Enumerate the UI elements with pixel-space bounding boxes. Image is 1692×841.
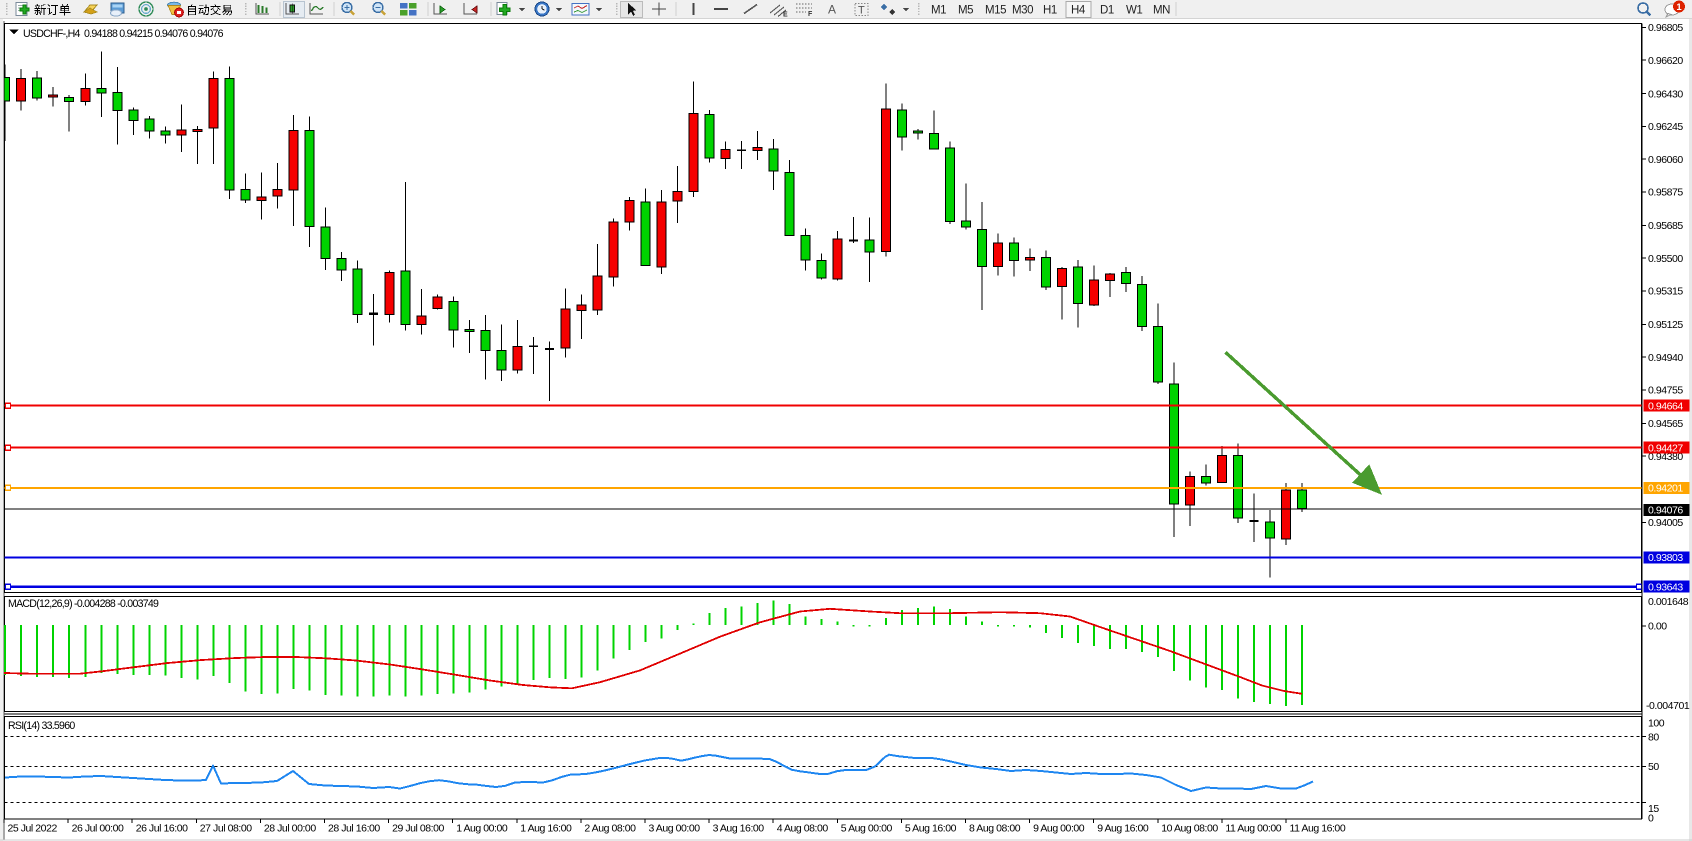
svg-text:M30: M30 <box>1012 5 1033 17</box>
svg-text:0.94427: 0.94427 <box>1648 442 1683 454</box>
svg-text:10 Aug 08:00: 10 Aug 08:00 <box>1161 823 1218 835</box>
svg-text:27 Jul 08:00: 27 Jul 08:00 <box>200 823 252 835</box>
svg-text:26 Jul 00:00: 26 Jul 00:00 <box>72 823 124 835</box>
svg-text:5 Aug 00:00: 5 Aug 00:00 <box>841 823 893 835</box>
svg-text:25 Jul 2022: 25 Jul 2022 <box>8 823 58 835</box>
svg-text:3 Aug 00:00: 3 Aug 00:00 <box>649 823 701 835</box>
svg-text:50: 50 <box>1648 761 1659 773</box>
svg-text:M1: M1 <box>931 5 946 17</box>
svg-text:0.001648: 0.001648 <box>1648 596 1689 608</box>
svg-text:0: 0 <box>1648 812 1654 824</box>
svg-text:0.95315: 0.95315 <box>1648 286 1683 298</box>
svg-text:1: 1 <box>1676 2 1682 13</box>
svg-text:28 Jul 16:00: 28 Jul 16:00 <box>328 823 380 835</box>
svg-text:F: F <box>808 11 813 18</box>
svg-text:0.96430: 0.96430 <box>1648 88 1683 100</box>
svg-text:D1: D1 <box>1100 5 1114 17</box>
svg-text:H1: H1 <box>1043 5 1057 17</box>
svg-text:H4: H4 <box>1071 5 1086 17</box>
svg-text:100: 100 <box>1648 717 1665 729</box>
svg-text:0.94076: 0.94076 <box>1648 505 1683 517</box>
svg-text:M5: M5 <box>958 5 973 17</box>
svg-text:A: A <box>828 3 836 17</box>
svg-text:0.95125: 0.95125 <box>1648 319 1683 331</box>
svg-text:0.96245: 0.96245 <box>1648 121 1683 133</box>
svg-text:W1: W1 <box>1126 5 1142 17</box>
svg-text:0.95685: 0.95685 <box>1648 220 1683 232</box>
svg-text:9 Aug 16:00: 9 Aug 16:00 <box>1097 823 1149 835</box>
svg-text:USDCHF-,H4 0.94188 0.94215 0.: USDCHF-,H4 0.94188 0.94215 0.94076 0.940… <box>23 28 224 40</box>
svg-text:0.96805: 0.96805 <box>1648 22 1683 34</box>
svg-text:T: T <box>858 5 865 17</box>
svg-text:5 Aug 16:00: 5 Aug 16:00 <box>905 823 957 835</box>
svg-text:0.95500: 0.95500 <box>1648 253 1683 265</box>
svg-text:0.93643: 0.93643 <box>1648 581 1683 593</box>
svg-text:0.94755: 0.94755 <box>1648 385 1683 397</box>
svg-text:29 Jul 08:00: 29 Jul 08:00 <box>392 823 444 835</box>
svg-text:11 Aug 16:00: 11 Aug 16:00 <box>1290 823 1346 835</box>
svg-text:0.94664: 0.94664 <box>1648 401 1683 413</box>
svg-text:0.94940: 0.94940 <box>1648 352 1683 364</box>
svg-text:M15: M15 <box>985 5 1006 17</box>
svg-text:0.96060: 0.96060 <box>1648 154 1683 166</box>
svg-text:4 Aug 08:00: 4 Aug 08:00 <box>777 823 829 835</box>
svg-text:MACD(12,26,9) -0.004288 -0.003: MACD(12,26,9) -0.004288 -0.003749 <box>8 598 159 610</box>
svg-text:0.96620: 0.96620 <box>1648 55 1683 67</box>
svg-text:0.94201: 0.94201 <box>1648 483 1683 495</box>
svg-text:2 Aug 08:00: 2 Aug 08:00 <box>584 823 636 835</box>
svg-text:8 Aug 08:00: 8 Aug 08:00 <box>969 823 1021 835</box>
svg-text:MN: MN <box>1153 5 1170 17</box>
svg-text:11 Aug 00:00: 11 Aug 00:00 <box>1225 823 1281 835</box>
svg-text:-0.004701: -0.004701 <box>1646 700 1690 712</box>
svg-text:0.94380: 0.94380 <box>1648 451 1683 463</box>
svg-text:0.94005: 0.94005 <box>1648 517 1683 529</box>
svg-text:80: 80 <box>1648 731 1659 743</box>
svg-text:1 Aug 16:00: 1 Aug 16:00 <box>520 823 572 835</box>
svg-text:1 Aug 00:00: 1 Aug 00:00 <box>456 823 508 835</box>
svg-text:0.93803: 0.93803 <box>1648 552 1683 564</box>
svg-text:E: E <box>783 12 788 19</box>
svg-text:28 Jul 00:00: 28 Jul 00:00 <box>264 823 316 835</box>
svg-text:0.00: 0.00 <box>1648 621 1667 633</box>
svg-text:0.95875: 0.95875 <box>1648 187 1683 199</box>
svg-text:15: 15 <box>1648 803 1659 815</box>
svg-text:26 Jul 16:00: 26 Jul 16:00 <box>136 823 188 835</box>
svg-text:0.94565: 0.94565 <box>1648 418 1683 430</box>
svg-text:RSI(14) 33.5960: RSI(14) 33.5960 <box>8 720 75 732</box>
svg-text:3 Aug 16:00: 3 Aug 16:00 <box>713 823 765 835</box>
svg-text:9 Aug 00:00: 9 Aug 00:00 <box>1033 823 1085 835</box>
